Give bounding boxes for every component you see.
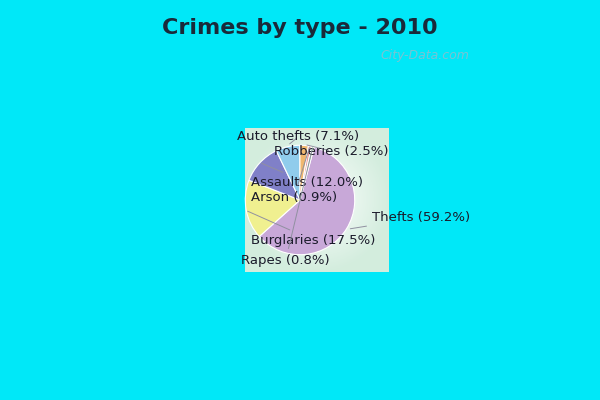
Wedge shape bbox=[300, 145, 308, 200]
Wedge shape bbox=[300, 146, 311, 200]
Text: Robberies (2.5%): Robberies (2.5%) bbox=[274, 144, 389, 158]
Text: Arson (0.9%): Arson (0.9%) bbox=[251, 148, 337, 204]
Text: Crimes by type - 2010: Crimes by type - 2010 bbox=[162, 18, 438, 38]
Text: Auto thefts (7.1%): Auto thefts (7.1%) bbox=[238, 130, 359, 144]
Text: Assaults (12.0%): Assaults (12.0%) bbox=[251, 163, 363, 189]
Text: Thefts (59.2%): Thefts (59.2%) bbox=[350, 211, 470, 229]
Wedge shape bbox=[259, 147, 355, 255]
Text: Rapes (0.8%): Rapes (0.8%) bbox=[241, 148, 330, 267]
Wedge shape bbox=[276, 145, 300, 200]
Text: City-Data.com: City-Data.com bbox=[380, 49, 469, 62]
Wedge shape bbox=[245, 180, 300, 236]
Wedge shape bbox=[300, 146, 314, 200]
Text: Burglaries (17.5%): Burglaries (17.5%) bbox=[248, 211, 376, 247]
Wedge shape bbox=[249, 151, 300, 200]
